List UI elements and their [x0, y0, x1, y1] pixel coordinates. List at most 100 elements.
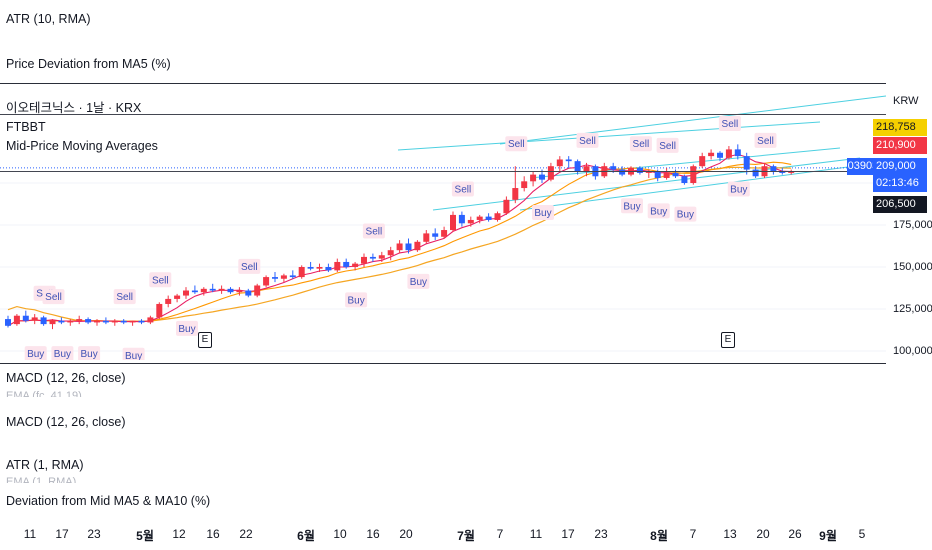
candle-body — [129, 320, 136, 323]
signal-label-text: Buy — [54, 349, 71, 360]
y-tick-150000: 150,000 — [893, 261, 932, 273]
candle-body — [40, 317, 47, 325]
signal-label-bg — [42, 289, 65, 305]
candle-body — [672, 172, 679, 177]
signal-label-bg — [754, 132, 777, 148]
candle-body — [405, 243, 412, 251]
candle-body — [352, 263, 359, 267]
candle-body — [494, 213, 501, 220]
signal-label-text: Sell — [455, 185, 472, 196]
x-tick-label: 13 — [723, 527, 737, 541]
trend-channel-line — [397, 121, 821, 151]
candle-body — [512, 188, 519, 200]
candle-body — [485, 216, 492, 220]
pane-separator[interactable] — [0, 363, 886, 364]
earnings-marker[interactable]: E — [721, 332, 735, 348]
signal-label-text: Sell — [366, 227, 383, 238]
symbol-legend[interactable]: 이오테크닉스 · 1날 · KRX — [6, 101, 142, 115]
x-tick-label: 11 — [23, 527, 37, 541]
candle-body — [218, 288, 225, 291]
signal-label-bg — [78, 346, 101, 360]
candle-body — [102, 320, 109, 323]
signal-sell-label: Sell — [754, 132, 777, 148]
x-tick-label: 16 — [366, 527, 380, 541]
signal-label-text: Sell — [633, 139, 650, 150]
candle-body — [361, 256, 367, 264]
candle-body — [645, 171, 652, 173]
candle-body — [254, 285, 261, 296]
countdown-tag: 02:13:46 — [873, 175, 927, 192]
deviation-pane-title[interactable]: Price Deviation from MA5 (%) — [6, 57, 171, 71]
macd-pane-title[interactable]: MACD (12, 26, close) — [6, 371, 126, 385]
signal-buy-label: Buy — [345, 292, 368, 308]
atr2-pane-title[interactable]: ATR (1, RMA) — [6, 458, 84, 472]
signal-buy-label: Buy — [647, 203, 670, 219]
signal-label-text: Sell — [579, 136, 596, 147]
candle-body — [49, 320, 56, 325]
signal-sell-label: Sell — [113, 289, 136, 305]
macd2-pane-title[interactable]: MACD (12, 26, close) — [6, 415, 126, 429]
signal-sell-label: Sell — [576, 132, 599, 148]
candle-body — [316, 267, 323, 269]
x-tick-label: 23 — [87, 527, 101, 541]
signal-buy-label: Buy — [176, 320, 198, 336]
last-price-tag: 209,000 — [873, 158, 927, 175]
signal-buy-label: Buy — [78, 346, 101, 360]
trend-channel-line — [529, 147, 841, 179]
signal-label-text: Buy — [650, 206, 667, 217]
atr-pane-title[interactable]: ATR (10, RMA) — [6, 12, 91, 26]
candle-body — [174, 295, 181, 299]
candle-body — [654, 171, 661, 178]
signal-label-bg — [345, 292, 368, 308]
y-tick-125000: 125,000 — [893, 303, 932, 315]
signal-label-bg — [718, 116, 741, 132]
candle-body — [565, 159, 572, 162]
pane-separator[interactable] — [0, 83, 886, 84]
price-chart-canvas[interactable]: Buy Buy Sell Sell Buy Sell Buy Sell Buy Sell Buy Se… — [0, 0, 886, 360]
earnings-marker[interactable]: E — [198, 332, 212, 348]
x-tick-label: 23 — [594, 527, 608, 541]
candle-body — [699, 156, 706, 167]
signal-label-bg — [407, 273, 430, 289]
x-tick-label: 7월 — [457, 529, 475, 543]
signal-label-text: Buy — [730, 184, 747, 195]
candle-body — [120, 320, 127, 323]
x-tick-label: 10 — [333, 527, 347, 541]
signal-label-text: Sell — [757, 136, 774, 147]
candle-body — [467, 219, 474, 224]
candle-body — [458, 214, 465, 224]
candle-body — [583, 166, 590, 172]
signal-buy-label: Buy — [51, 346, 74, 360]
mid-price-ma-legend[interactable]: Mid-Price Moving Averages — [6, 139, 158, 153]
signal-label-text: Buy — [347, 295, 364, 306]
candle-body — [574, 161, 581, 172]
candle-body — [743, 156, 750, 170]
signal-sell-label: Sell — [718, 116, 741, 132]
signal-buy-label: Buy — [727, 181, 750, 197]
candle-body — [369, 256, 376, 259]
candle-body — [708, 152, 715, 157]
signal-label-text: Sell — [659, 141, 676, 152]
candle-body — [76, 319, 83, 321]
x-tick-label: 26 — [788, 527, 802, 541]
candle-body — [263, 277, 270, 286]
candle-body — [191, 290, 198, 293]
signal-buy-label: Buy — [122, 347, 145, 360]
candle-body — [423, 233, 430, 242]
candle-body — [183, 290, 189, 296]
x-tick-label: 16 — [206, 527, 220, 541]
candle-body — [325, 267, 332, 271]
candle-body — [227, 288, 234, 293]
candle-body — [22, 315, 29, 321]
candle-body — [138, 320, 145, 323]
candle-body — [67, 320, 74, 323]
signal-label-text: Buy — [80, 349, 97, 360]
signal-sell-label: Sell — [629, 136, 652, 152]
candle-body — [307, 267, 314, 269]
ftbbt-legend[interactable]: FTBBT — [6, 120, 46, 134]
mid-deviation-pane-title[interactable]: Deviation from Mid MA5 & MA10 (%) — [6, 494, 211, 508]
candle-body — [85, 319, 92, 323]
x-tick-label: 7 — [496, 527, 504, 541]
candle-body — [165, 298, 172, 304]
signal-buy-label: Buy — [24, 346, 47, 360]
